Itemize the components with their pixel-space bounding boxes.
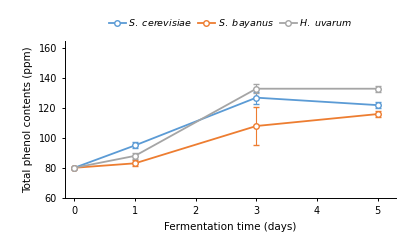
Legend: $\it{S.\ cerevisiae}$, $\it{S.\ bayanus}$, $\it{H.\ uvarum}$: $\it{S.\ cerevisiae}$, $\it{S.\ bayanus}… [109,18,353,31]
X-axis label: Fermentation time (days): Fermentation time (days) [164,221,297,232]
Y-axis label: Total phenol contents (ppm): Total phenol contents (ppm) [23,46,33,193]
